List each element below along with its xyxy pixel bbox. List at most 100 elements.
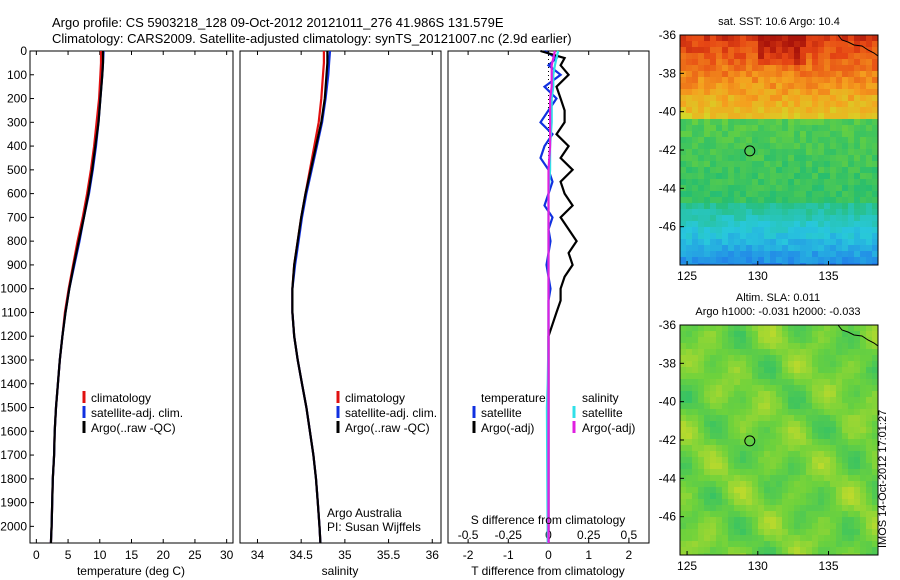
map-cell [812,257,819,264]
map-cell [836,263,843,265]
map-cell [680,331,687,338]
map-cell [698,245,705,252]
map-cell [686,379,693,386]
map-cell [776,493,783,500]
map-cell [734,89,741,96]
map-cell [758,529,765,536]
map-cell [836,355,843,362]
map-cell [764,119,771,126]
map-cell [806,421,813,428]
map-cell [728,197,735,204]
map-cell [764,337,771,344]
map-cell [854,361,861,368]
map-cell [818,191,825,198]
map-cell [800,95,807,102]
map-cell [866,325,873,332]
map-cell [764,95,771,102]
map-cell [728,415,735,422]
map-cell [854,233,861,240]
map-cell [752,331,759,338]
map-cell [698,397,705,404]
map-cell [680,119,687,126]
map-cell [704,331,711,338]
map-cell [800,481,807,488]
map-cell [812,397,819,404]
map-cell [806,95,813,102]
map-cell [800,553,807,555]
map-cell [824,203,831,210]
map-cell [800,83,807,90]
map-cell [830,409,837,416]
map-cell [758,457,765,464]
map-cell [752,227,759,234]
map-cell [710,343,717,350]
map-cell [740,125,747,132]
map-cell [692,349,699,356]
map-cell [722,191,729,198]
map-cell [782,209,789,216]
map-cell [818,53,825,60]
map-cell [812,149,819,156]
map-cell [782,325,789,332]
map-cell [704,137,711,144]
map-cell [824,469,831,476]
map-cell [680,367,687,374]
map-cell [782,227,789,234]
map-cell [794,349,801,356]
map-cell [686,41,693,48]
map-cell [854,391,861,398]
map-cell [830,89,837,96]
map-cell [710,227,717,234]
map-cell [788,239,795,246]
map-cell [692,385,699,392]
map-cell [740,379,747,386]
map-cell [740,325,747,332]
map-cell [758,125,765,132]
map-cell [806,451,813,458]
map-cell [812,535,819,542]
map-cell [788,499,795,506]
map-cell [860,511,867,518]
map-cell [692,143,699,150]
map-cell [836,433,843,440]
map-cell [854,53,861,60]
map-cell [824,251,831,258]
map-cell [740,451,747,458]
map-cell [836,343,843,350]
map-cell [788,439,795,446]
map-cell [776,403,783,410]
map-cell [722,493,729,500]
map-cell [728,523,735,530]
map-cell [746,89,753,96]
map-cell [836,77,843,84]
map-cell [800,167,807,174]
map-cell [686,409,693,416]
map-cell [746,415,753,422]
map-cell [722,421,729,428]
temperature-panel: 0100200300400500600700800900100011001200… [0,44,233,578]
map-cell [818,355,825,362]
map-cell [776,541,783,548]
map-cell [740,349,747,356]
map-cell [836,161,843,168]
map-cell [782,35,789,42]
map-cell [794,215,801,222]
map-cell [800,89,807,96]
map-cell [758,427,765,434]
map-cell [680,245,687,252]
map-cell [782,343,789,350]
map-cell [764,179,771,186]
map-cell [722,529,729,536]
map-cell [716,361,723,368]
map-cell [764,451,771,458]
map-cell [818,367,825,374]
map-cell [806,463,813,470]
map-cell [842,391,849,398]
map-cell [710,95,717,102]
map-cell [782,113,789,120]
map-cell [812,209,819,216]
map-cell [752,95,759,102]
map-cell [686,349,693,356]
map-cell [872,131,878,138]
map-cell [848,107,855,114]
